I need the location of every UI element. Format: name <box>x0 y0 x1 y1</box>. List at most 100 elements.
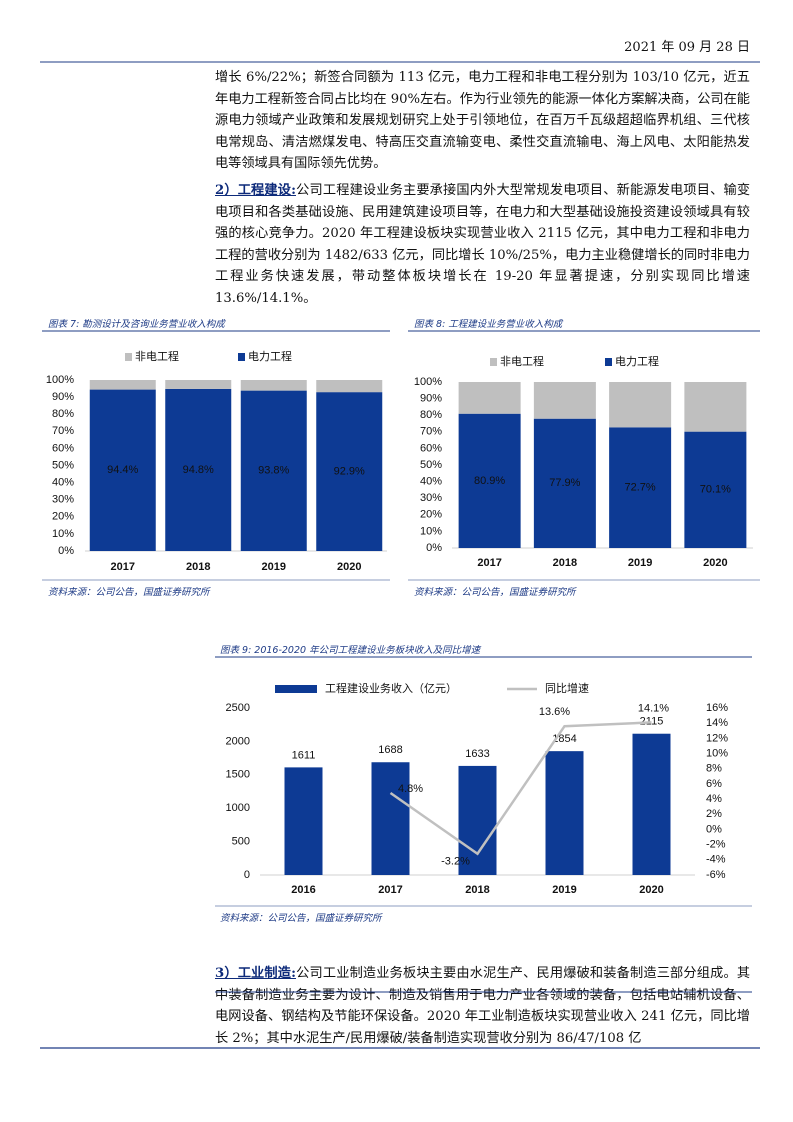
legend-swatch <box>605 358 612 366</box>
paragraph: 3）工业制造:公司工业制造业务板块主要由水泥生产、民用爆破和装备制造三部分组成。… <box>215 963 750 1049</box>
data-label: 4.8% <box>398 783 423 795</box>
bar-segment <box>89 380 156 390</box>
y-tick-label: -2% <box>706 839 726 851</box>
y-tick-label: 0% <box>706 823 722 835</box>
x-tick-label: 2019 <box>628 557 652 569</box>
y-tick-label: 70% <box>52 425 74 437</box>
y-tick-label: 2500 <box>226 702 250 714</box>
bar-segment <box>316 392 383 551</box>
y-tick-label: 60% <box>420 442 442 454</box>
bar-segment <box>458 413 521 548</box>
bar-segment <box>165 388 232 551</box>
bar <box>371 762 410 875</box>
x-tick-label: 2019 <box>552 884 576 896</box>
y-tick-label: 80% <box>52 408 74 420</box>
y-tick-label: 20% <box>420 509 442 521</box>
data-label: 77.9% <box>549 477 580 489</box>
y-tick-label: 6% <box>706 778 722 790</box>
paragraph: 2）工程建设:公司工程建设业务主要承接国内外大型常规发电项目、新能源发电项目、输… <box>215 180 750 310</box>
figure-caption: 图表 8: 工程建设业务营业收入构成 <box>414 319 563 330</box>
y-tick-label: 2000 <box>226 735 250 747</box>
y-tick-label: 50% <box>420 459 442 471</box>
figure-caption: 图表 9: 2016-2020 年公司工程建设业务板块收入及同比增速 <box>220 645 481 656</box>
legend-label: 电力工程 <box>615 355 659 368</box>
legend-swatch <box>238 353 245 361</box>
data-label: 2115 <box>640 716 664 728</box>
y-tick-label: 500 <box>232 836 250 848</box>
data-label: 94.4% <box>107 464 138 476</box>
bar-segment <box>316 380 383 393</box>
y-tick-label: 40% <box>52 477 74 489</box>
y-tick-label: 8% <box>706 763 722 775</box>
data-label: 1611 <box>292 749 316 761</box>
paragraph-text: 公司工业制造业务板块主要由水泥生产、民用爆破和装备制造三部分组成。其中装备制造业… <box>215 966 751 1046</box>
y-tick-label: 0% <box>426 542 442 554</box>
y-tick-label: 4% <box>706 793 722 805</box>
legend-label: 非电工程 <box>500 355 544 368</box>
x-tick-label: 2020 <box>639 884 663 896</box>
y-tick-label: -4% <box>706 854 726 866</box>
y-tick-label: 2% <box>706 808 722 820</box>
figure-caption: 图表 7: 勘测设计及咨询业务营业收入构成 <box>48 319 225 330</box>
bar-segment <box>609 382 672 428</box>
y-tick-label: 0 <box>244 869 250 881</box>
bar <box>632 733 671 875</box>
figure-source: 资料来源：公司公告，国盛证券研究所 <box>414 587 576 598</box>
bar-segment <box>240 390 307 551</box>
bar-segment <box>165 380 232 389</box>
y-tick-label: 100% <box>46 374 74 386</box>
y-tick-label: 80% <box>420 409 442 421</box>
x-tick-label: 2018 <box>186 561 210 573</box>
bar-segment <box>533 418 596 548</box>
line-series <box>389 721 652 856</box>
bar <box>545 751 584 875</box>
y-tick-label: 30% <box>420 492 442 504</box>
bar-segment <box>458 382 521 414</box>
x-tick-label: 2017 <box>378 884 402 896</box>
legend-label: 非电工程 <box>135 350 179 363</box>
y-tick-label: 10% <box>52 528 74 540</box>
legend-label: 同比增速 <box>545 681 589 695</box>
legend-label: 电力工程 <box>248 350 292 363</box>
data-label: 80.9% <box>474 475 505 487</box>
y-tick-label: 100% <box>414 376 442 388</box>
y-tick-label: 12% <box>706 732 728 744</box>
figure-source: 资料来源：公司公告，国盛证券研究所 <box>220 913 382 924</box>
data-label: 1688 <box>378 744 402 756</box>
x-tick-label: 2018 <box>465 884 489 896</box>
y-tick-label: 70% <box>420 426 442 438</box>
y-tick-label: 10% <box>706 747 728 759</box>
bar-segment <box>89 389 156 551</box>
data-label: 14.1% <box>638 702 669 714</box>
data-label: 92.9% <box>334 465 365 477</box>
y-tick-label: 1500 <box>226 769 250 781</box>
x-tick-label: 2020 <box>337 561 361 573</box>
y-tick-label: 14% <box>706 717 728 729</box>
y-tick-label: 50% <box>52 459 74 471</box>
paragraph-text: 增长 6%/22%；新签合同额为 113 亿元，电力工程和非电工程分别为 103… <box>215 70 750 172</box>
bar-segment <box>684 382 747 432</box>
y-tick-label: 20% <box>52 511 74 523</box>
paragraph-lead: 2）工程建设: <box>215 183 296 198</box>
y-tick-label: 30% <box>52 494 74 506</box>
legend-swatch <box>490 358 497 366</box>
figure-source: 资料来源：公司公告，国盛证券研究所 <box>48 587 210 598</box>
bar-segment <box>609 427 672 548</box>
y-tick-label: -6% <box>706 869 726 881</box>
x-tick-label: 2018 <box>553 557 577 569</box>
legend-label: 工程建设业务收入（亿元） <box>325 681 457 695</box>
x-tick-label: 2019 <box>262 561 286 573</box>
data-label: 72.7% <box>625 482 656 494</box>
x-tick-label: 2017 <box>477 557 501 569</box>
y-tick-label: 10% <box>420 525 442 537</box>
bar-segment <box>240 380 307 391</box>
x-tick-label: 2020 <box>703 557 727 569</box>
y-tick-label: 90% <box>420 393 442 405</box>
header-date: 2021 年 09 月 28 日 <box>624 40 750 55</box>
y-tick-label: 16% <box>706 702 728 714</box>
data-label: -3.2% <box>441 856 470 868</box>
data-label: 70.1% <box>700 484 731 496</box>
x-tick-label: 2017 <box>111 561 135 573</box>
